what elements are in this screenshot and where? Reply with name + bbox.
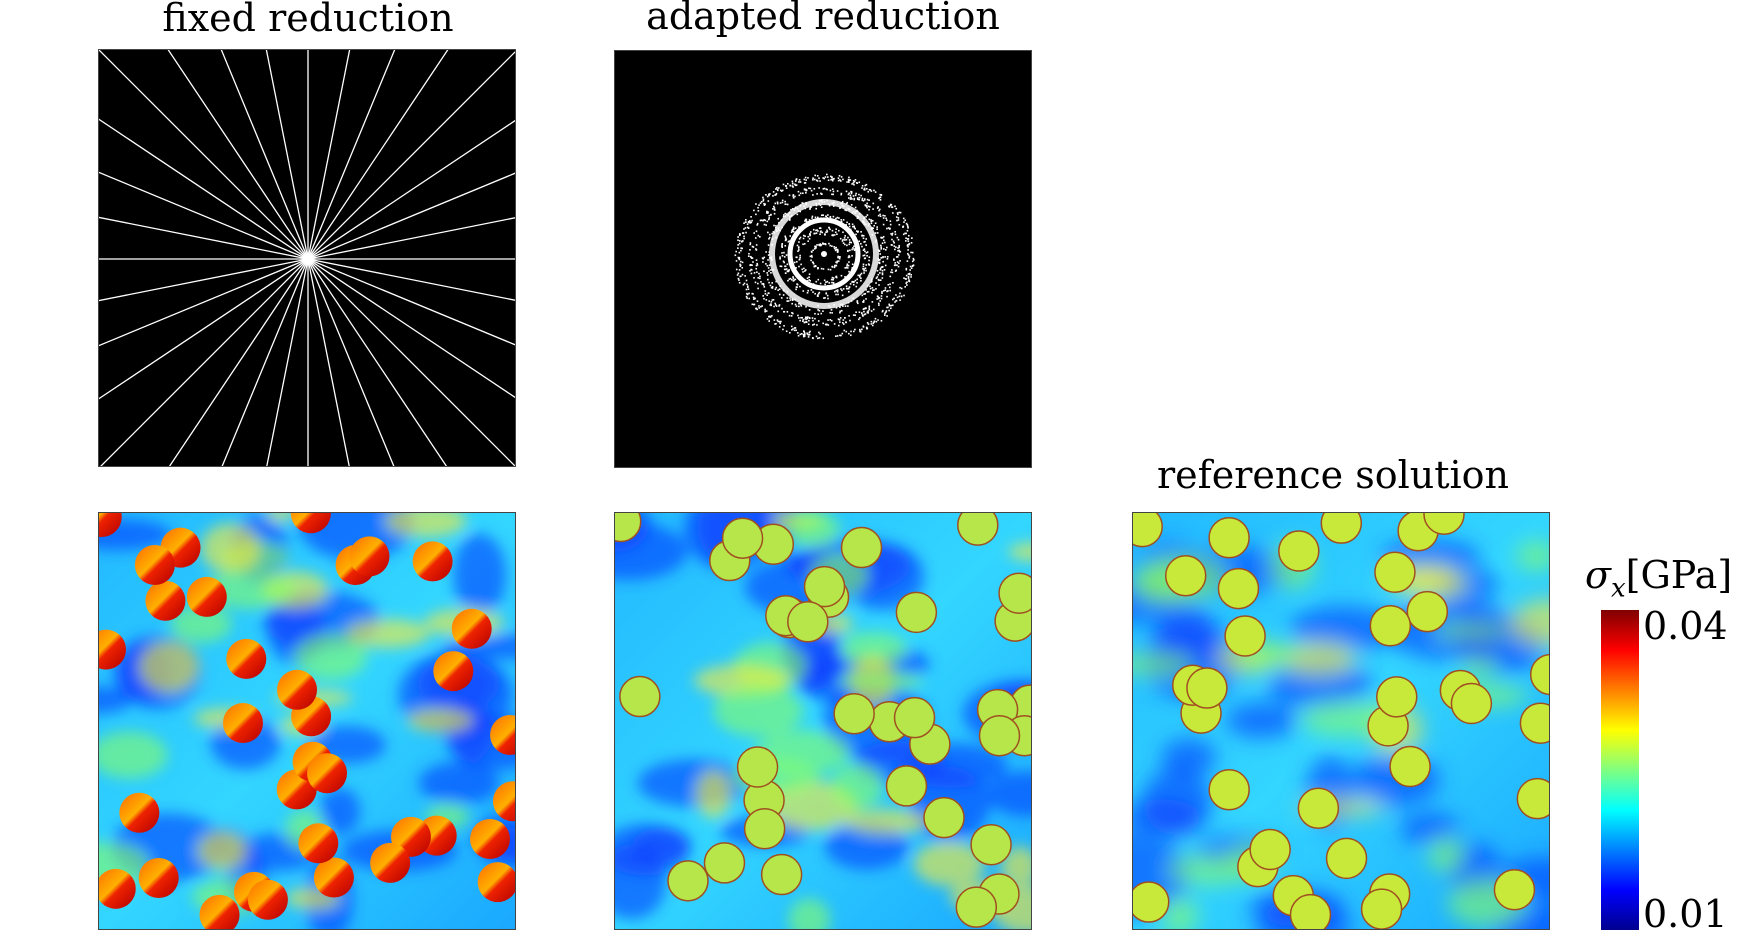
stress-field-fixed-image — [99, 513, 515, 929]
title-adapted-reduction: adapted reduction — [646, 0, 1000, 38]
inclusion — [1164, 555, 1207, 597]
inclusion — [477, 862, 515, 903]
inclusion — [298, 823, 339, 864]
radial-lines-pattern — [99, 50, 515, 466]
inclusion — [1369, 605, 1412, 647]
inclusion — [885, 765, 928, 807]
ring-points-pattern — [734, 173, 915, 340]
inclusion — [923, 796, 965, 839]
inclusion — [703, 842, 746, 884]
inclusion — [412, 541, 453, 582]
stress-field-fixed — [98, 512, 516, 930]
inclusion — [1376, 676, 1418, 718]
inclusion — [1325, 837, 1368, 880]
inclusion — [1374, 551, 1416, 594]
inclusion — [895, 591, 938, 634]
inclusion — [186, 576, 227, 617]
inclusion — [1320, 513, 1363, 544]
inclusion — [290, 513, 331, 534]
inclusion — [1360, 888, 1403, 929]
inclusion — [760, 853, 803, 896]
inclusion — [1516, 777, 1549, 820]
center-dot — [821, 251, 827, 257]
colorbar-gradient — [1601, 610, 1639, 930]
inclusion — [1406, 590, 1449, 633]
inclusion — [893, 696, 936, 739]
inclusion — [1297, 787, 1340, 830]
inclusion — [736, 746, 779, 788]
inclusion — [667, 860, 709, 902]
inclusion — [955, 886, 998, 928]
center-point — [304, 255, 312, 263]
stress-field-reference-image — [1133, 513, 1549, 929]
inclusion — [490, 715, 515, 756]
inclusion — [247, 879, 288, 920]
inclusion — [1529, 653, 1549, 696]
inclusion — [1278, 530, 1320, 572]
inclusion — [743, 807, 786, 850]
inclusion — [787, 601, 829, 643]
inclusion — [492, 781, 515, 822]
inclusion — [1450, 682, 1493, 725]
inclusion — [99, 513, 122, 538]
inclusion — [1224, 615, 1266, 657]
inclusion — [619, 675, 661, 718]
inclusion — [803, 565, 846, 608]
inclusion — [970, 823, 1012, 866]
inclusion — [1186, 667, 1228, 709]
inclusion — [1208, 769, 1250, 811]
inclusion — [119, 792, 160, 833]
inclusion — [1249, 828, 1291, 871]
inclusion — [138, 857, 179, 898]
inclusion — [307, 753, 348, 794]
inclusion — [99, 868, 136, 909]
title-reference-solution: reference solution — [1157, 453, 1509, 497]
stress-field-reference — [1132, 512, 1550, 930]
inclusion — [451, 608, 492, 649]
inclusion — [226, 638, 267, 679]
inclusion — [349, 536, 390, 577]
inclusion — [1423, 513, 1465, 536]
inclusion — [1389, 745, 1431, 788]
inclusion — [222, 703, 263, 744]
colorbar-min-label: 0.01 — [1643, 892, 1728, 936]
inclusion — [277, 669, 318, 710]
inclusion — [957, 513, 999, 546]
inclusion — [998, 572, 1031, 614]
inclusion — [1289, 893, 1332, 929]
colorbar-title: σx[GPa] — [1585, 553, 1732, 604]
colorbar-subscript: x — [1610, 573, 1626, 604]
inclusion — [370, 842, 411, 883]
inclusion — [469, 818, 510, 859]
inclusion — [1133, 881, 1170, 923]
inclusion — [99, 629, 126, 670]
colorbar — [1601, 610, 1639, 930]
adapted-reduction-mask — [614, 50, 1032, 468]
inclusion — [134, 545, 175, 586]
colorbar-unit: [GPa] — [1625, 553, 1733, 597]
title-fixed-reduction: fixed reduction — [162, 0, 454, 40]
fixed-reduction-mask — [98, 49, 516, 467]
inclusion — [1519, 702, 1549, 744]
colorbar-symbol: σ — [1585, 553, 1611, 597]
inclusion — [1493, 868, 1536, 911]
inclusion — [833, 692, 875, 735]
colorbar-max-label: 0.04 — [1643, 604, 1728, 648]
inclusion — [199, 894, 240, 929]
inclusion — [145, 580, 186, 621]
middle-ring — [769, 199, 879, 309]
inclusion — [1217, 567, 1260, 610]
inclusion — [1208, 516, 1250, 559]
stress-field-adapted — [614, 512, 1032, 930]
inclusion — [615, 513, 642, 543]
inclusion — [978, 714, 1021, 757]
inclusion — [721, 517, 764, 559]
stress-field-adapted-image — [615, 513, 1031, 929]
inclusion — [1133, 513, 1163, 548]
inclusion — [840, 526, 883, 569]
inclusion — [433, 651, 474, 692]
inclusion — [313, 857, 354, 898]
inner-ring — [787, 217, 861, 291]
